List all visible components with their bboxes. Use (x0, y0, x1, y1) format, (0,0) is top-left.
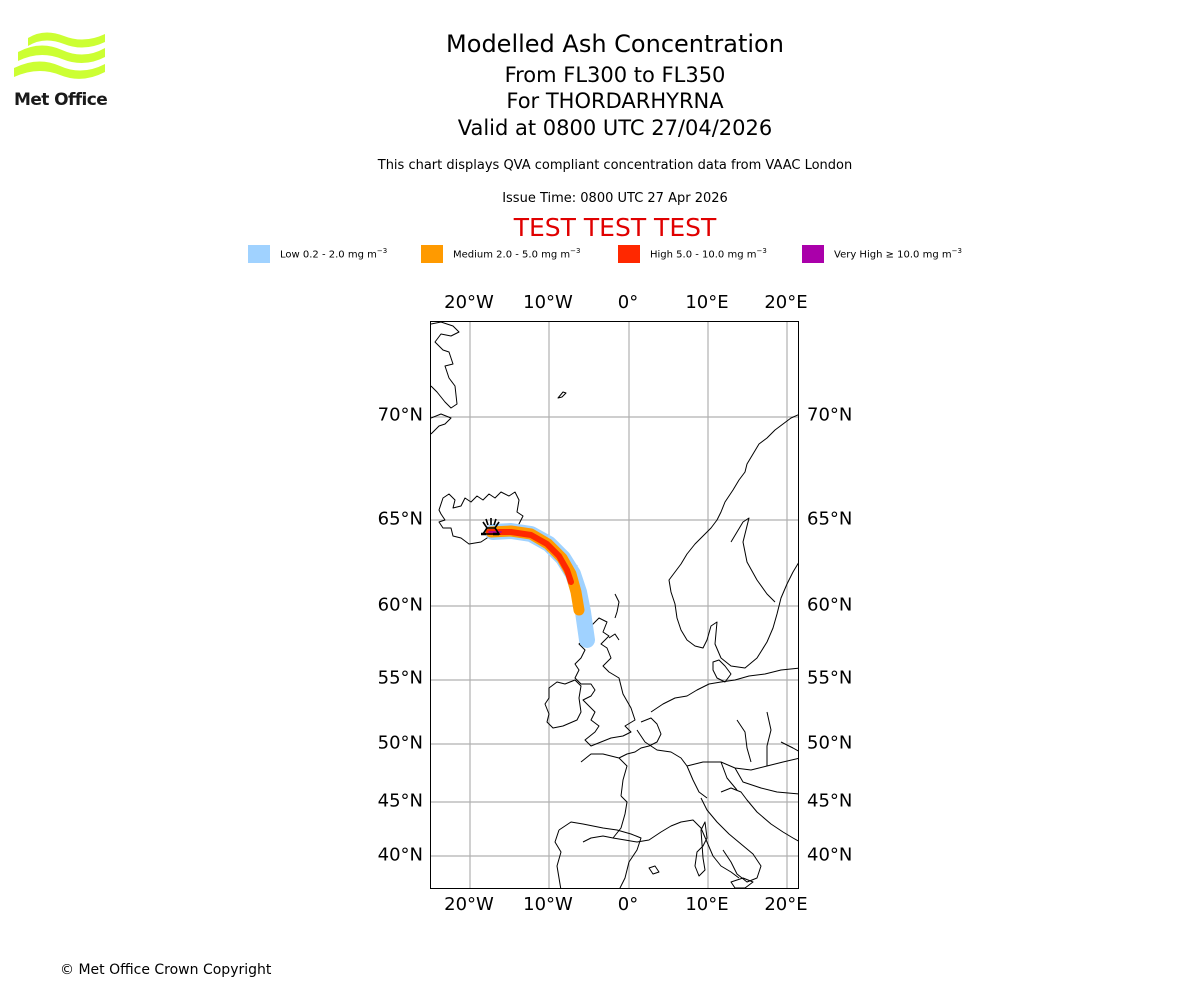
lat-tick-right-70n: 70°N (807, 404, 853, 426)
coastlines (431, 322, 798, 888)
legend-label-high: High 5.0 - 10.0 mg m (650, 249, 757, 261)
lat-tick-right-60n: 60°N (807, 594, 853, 616)
legend-label-medium: Medium 2.0 - 5.0 mg m (453, 249, 571, 261)
lat-tick-left-60n: 60°N (377, 594, 423, 616)
lat-tick-left-65n: 65°N (377, 508, 423, 530)
map-gridlines (431, 322, 798, 888)
flight-level-range: From FL300 to FL350 (504, 63, 726, 87)
legend-label-low: Low 0.2 - 2.0 mg m (280, 249, 377, 261)
lat-tick-right-50n: 50°N (807, 732, 853, 754)
chart-subtitle: This chart displays QVA compliant concen… (377, 158, 853, 173)
lat-tick-left-55n: 55°N (377, 667, 423, 689)
volcano-icon (481, 518, 501, 536)
lon-tick-top-0: 0° (617, 292, 639, 313)
legend-item-low: Low 0.2 - 2.0 mg m−3 (248, 244, 387, 264)
italy-coastline (700, 797, 762, 883)
met-office-logo: Met Office (14, 30, 108, 112)
lat-tick-left-45n: 45°N (377, 790, 423, 812)
lat-tick-left-50n: 50°N (377, 732, 423, 754)
legend-swatch-very-high (802, 245, 824, 263)
lon-tick-top-10w: 10°W (523, 292, 573, 313)
ireland-coastline (544, 679, 582, 729)
legend-item-very-high: Very High ≥ 10.0 mg m−3 (802, 244, 962, 264)
ash-plume (485, 523, 595, 648)
ash-map[interactable] (430, 321, 799, 889)
map-canvas (431, 322, 798, 888)
valid-time: Valid at 0800 UTC 27/04/2026 (457, 116, 773, 140)
met-office-waves-icon (14, 32, 105, 79)
lon-tick-bottom-0: 0° (617, 894, 639, 915)
iberia-coastline (558, 821, 642, 888)
lat-tick-right-55n: 55°N (807, 667, 853, 689)
legend-label-very-high: Very High ≥ 10.0 mg m (834, 249, 952, 261)
lat-tick-right-65n: 65°N (807, 508, 853, 530)
lon-tick-bottom-20e: 20°E (764, 894, 808, 915)
europe-coastline (650, 667, 798, 713)
copyright-notice: © Met Office Crown Copyright (60, 962, 272, 978)
scandinavia-coastline (668, 414, 798, 669)
volcano-name: For THORDARHYRNA (506, 89, 724, 113)
legend-swatch-high (618, 245, 640, 263)
lat-tick-right-40n: 40°N (807, 844, 853, 866)
legend-swatch-low (248, 245, 270, 263)
lon-tick-top-20w: 20°W (444, 292, 494, 313)
plume-high (486, 529, 574, 585)
lon-tick-bottom-10e: 10°E (685, 894, 729, 915)
legend-item-high: High 5.0 - 10.0 mg m−3 (618, 244, 767, 264)
legend-swatch-medium (421, 245, 443, 263)
lon-tick-top-20e: 20°E (764, 292, 808, 313)
logo-text: Met Office (14, 90, 108, 110)
iceland-coastline (438, 491, 524, 545)
legend-item-medium: Medium 2.0 - 5.0 mg m−3 (421, 244, 580, 264)
lat-tick-left-70n: 70°N (377, 404, 423, 426)
issue-time: Issue Time: 0800 UTC 27 Apr 2026 (502, 191, 728, 206)
lon-tick-top-10e: 10°E (685, 292, 729, 313)
lat-tick-right-45n: 45°N (807, 790, 853, 812)
lon-tick-bottom-10w: 10°W (523, 894, 573, 915)
chart-title: Modelled Ash Concentration (446, 30, 784, 58)
test-banner: TEST TEST TEST (513, 213, 717, 242)
lon-tick-bottom-20w: 20°W (444, 894, 494, 915)
great-britain-coastline (574, 617, 636, 747)
lat-tick-left-40n: 40°N (377, 844, 423, 866)
